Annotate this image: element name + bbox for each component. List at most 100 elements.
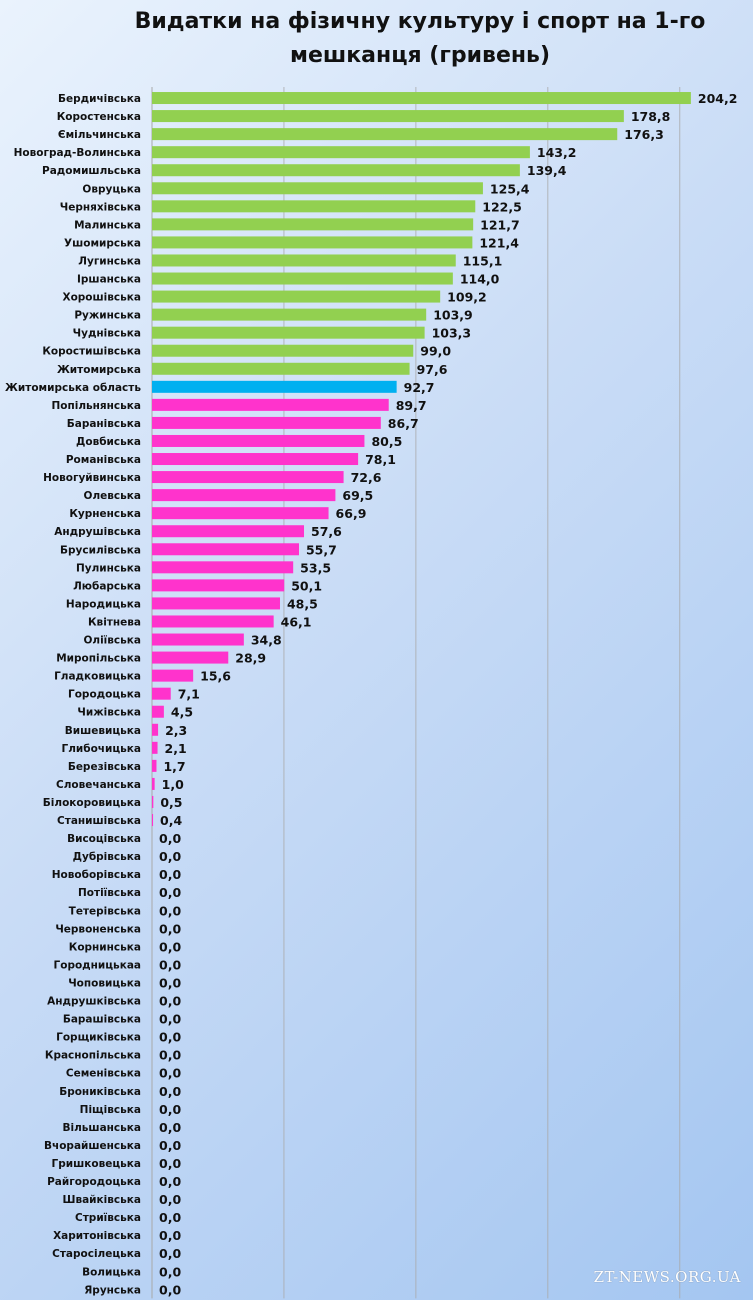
bar xyxy=(152,579,285,592)
value-label: 0,0 xyxy=(159,975,181,990)
bar xyxy=(152,92,691,105)
category-label: Лугинська xyxy=(78,255,141,267)
bar xyxy=(152,777,155,790)
bar xyxy=(152,380,397,393)
bar xyxy=(152,416,381,429)
category-label: Житомирська область xyxy=(5,382,141,394)
bar xyxy=(152,723,159,736)
category-label: Піщівська xyxy=(80,1104,141,1116)
value-label: 0,0 xyxy=(159,939,181,954)
value-label: 99,0 xyxy=(420,344,451,359)
bar xyxy=(152,543,299,556)
value-label: 121,7 xyxy=(480,217,520,232)
bar xyxy=(152,525,305,538)
bar xyxy=(152,705,164,718)
category-label: Райгородоцька xyxy=(47,1176,141,1188)
category-label: Коростишівська xyxy=(42,346,141,358)
value-label: 0,0 xyxy=(159,1048,181,1063)
category-label: Вишевицька xyxy=(65,725,141,737)
category-label: Вчорайшенська xyxy=(44,1140,141,1152)
category-label: Миропільська xyxy=(56,653,141,665)
category-label: Станишівська xyxy=(57,815,141,827)
bar xyxy=(152,471,344,484)
value-label: 115,1 xyxy=(463,253,503,268)
value-label: 0,0 xyxy=(159,1282,181,1297)
category-label: Барашівська xyxy=(63,1014,141,1026)
value-label: 0,0 xyxy=(159,903,181,918)
bar xyxy=(152,669,194,682)
bar xyxy=(152,272,453,285)
category-label: Березівська xyxy=(68,761,141,773)
bar xyxy=(152,236,473,249)
bar xyxy=(152,434,365,447)
category-label: Квітнева xyxy=(88,616,141,628)
value-label: 103,3 xyxy=(432,326,472,341)
value-label: 57,6 xyxy=(311,524,342,539)
value-label: 89,7 xyxy=(396,398,427,413)
category-label: Дубрівська xyxy=(73,851,141,863)
category-label: Горщиківська xyxy=(56,1032,141,1044)
category-label: Чуднівська xyxy=(73,328,141,340)
value-label: 1,7 xyxy=(163,759,185,774)
value-label: 86,7 xyxy=(388,416,419,431)
category-label: Червоненська xyxy=(55,923,141,935)
value-label: 0,0 xyxy=(159,1210,181,1225)
category-label: Висоцівська xyxy=(67,833,141,845)
bar xyxy=(152,362,410,375)
value-label: 204,2 xyxy=(698,91,738,106)
value-label: 143,2 xyxy=(537,145,577,160)
value-label: 139,4 xyxy=(527,163,567,178)
bar xyxy=(152,489,336,502)
value-label: 0,0 xyxy=(159,1012,181,1027)
category-label: Коростенська xyxy=(57,111,141,123)
category-label: Чижівська xyxy=(77,707,141,719)
value-label: 122,5 xyxy=(482,199,522,214)
category-label: Ємільчинська xyxy=(58,129,141,141)
bar xyxy=(152,164,520,177)
bar xyxy=(152,453,359,466)
bar xyxy=(152,218,474,231)
value-label: 78,1 xyxy=(365,452,396,467)
category-label: Житомирська xyxy=(57,364,141,376)
bar xyxy=(152,687,171,700)
bar xyxy=(152,110,624,123)
value-label: 48,5 xyxy=(287,596,318,611)
category-label: Пулинська xyxy=(76,562,141,574)
category-label: Словечанська xyxy=(56,779,141,791)
bar xyxy=(152,561,294,574)
bar xyxy=(152,398,389,411)
value-label: 0,0 xyxy=(159,994,181,1009)
bar xyxy=(152,759,157,772)
category-label: Новогуйвинська xyxy=(43,472,141,484)
value-label: 4,5 xyxy=(171,705,193,720)
value-label: 46,1 xyxy=(281,614,312,629)
category-label: Любарська xyxy=(73,580,141,592)
value-label: 0,0 xyxy=(159,1030,181,1045)
category-label: Овруцька xyxy=(82,183,141,195)
value-label: 1,0 xyxy=(162,777,184,792)
bar xyxy=(152,308,427,321)
value-label: 72,6 xyxy=(351,470,382,485)
category-label: Городницькаа xyxy=(54,959,141,971)
value-label: 114,0 xyxy=(460,272,500,287)
bar xyxy=(152,651,229,664)
value-label: 53,5 xyxy=(300,560,331,575)
category-label: Андрушківська xyxy=(47,996,141,1008)
value-label: 0,4 xyxy=(160,813,182,828)
category-label: Стриївська xyxy=(75,1212,141,1224)
category-label: Брониківська xyxy=(59,1086,141,1098)
bar xyxy=(152,633,244,646)
value-label: 0,0 xyxy=(159,831,181,846)
bar xyxy=(152,146,530,159)
category-label: Корнинська xyxy=(69,941,141,953)
value-label: 0,0 xyxy=(159,957,181,972)
category-label: Городоцька xyxy=(68,689,141,701)
category-label: Гришковецька xyxy=(52,1158,141,1170)
value-label: 109,2 xyxy=(447,290,487,305)
category-label: Швайківська xyxy=(62,1194,141,1206)
category-label: Новоборівська xyxy=(52,869,141,881)
category-label: Глибочицька xyxy=(62,743,141,755)
category-label: Ружинська xyxy=(74,310,141,322)
value-label: 0,0 xyxy=(159,1156,181,1171)
value-label: 178,8 xyxy=(631,109,671,124)
